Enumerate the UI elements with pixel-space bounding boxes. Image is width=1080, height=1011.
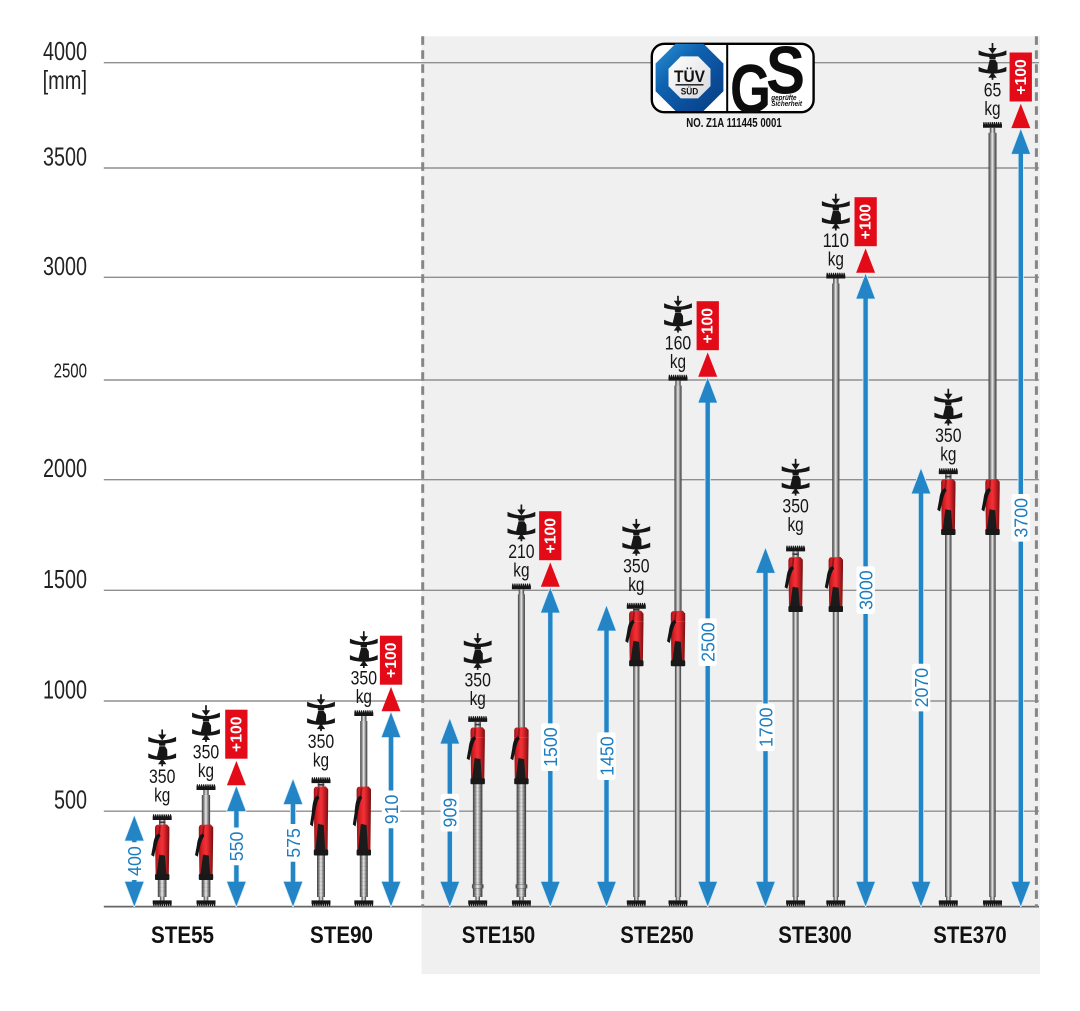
- svg-text:kg: kg: [828, 249, 844, 271]
- svg-text:65: 65: [984, 80, 1002, 102]
- svg-text:kg: kg: [313, 749, 329, 771]
- svg-text:+100: +100: [228, 716, 245, 752]
- svg-text:kg: kg: [670, 351, 686, 373]
- svg-text:575: 575: [283, 828, 304, 858]
- svg-text:350: 350: [465, 670, 492, 692]
- svg-text:350: 350: [351, 668, 378, 690]
- svg-text:3500: 3500: [43, 142, 87, 172]
- svg-text:STE90: STE90: [310, 922, 373, 949]
- svg-text:S: S: [766, 33, 805, 109]
- svg-text:1450: 1450: [596, 736, 617, 776]
- svg-text:STE300: STE300: [778, 922, 852, 949]
- svg-text:350: 350: [308, 731, 335, 753]
- svg-text:Sicherheit: Sicherheit: [771, 101, 802, 108]
- svg-text:350: 350: [782, 495, 809, 517]
- svg-text:kg: kg: [513, 560, 529, 582]
- svg-text:G: G: [730, 51, 771, 128]
- svg-text:kg: kg: [198, 760, 214, 782]
- svg-text:SÜD: SÜD: [681, 87, 699, 98]
- svg-text:550: 550: [226, 832, 247, 862]
- svg-text:2070: 2070: [911, 668, 932, 708]
- svg-text:kg: kg: [628, 574, 644, 596]
- svg-text:350: 350: [149, 766, 176, 788]
- svg-text:210: 210: [508, 541, 535, 563]
- svg-text:kg: kg: [984, 98, 1000, 120]
- svg-text:1700: 1700: [755, 708, 776, 748]
- svg-text:kg: kg: [940, 444, 956, 466]
- svg-text:NO. Z1A 111445 0001: NO. Z1A 111445 0001: [686, 115, 782, 130]
- svg-text:STE250: STE250: [620, 922, 694, 949]
- svg-text:2500: 2500: [54, 361, 87, 383]
- svg-text:kg: kg: [470, 688, 486, 710]
- svg-text:1500: 1500: [43, 564, 87, 594]
- svg-text:kg: kg: [356, 686, 372, 708]
- svg-text:500: 500: [54, 785, 87, 815]
- svg-text:+100: +100: [1013, 59, 1030, 95]
- svg-text:350: 350: [935, 425, 962, 447]
- svg-text:2500: 2500: [698, 622, 719, 662]
- svg-text:STE370: STE370: [933, 922, 1007, 949]
- svg-text:910: 910: [381, 795, 402, 825]
- svg-text:3000: 3000: [43, 251, 87, 281]
- svg-text:TÜV: TÜV: [674, 67, 705, 86]
- svg-text:160: 160: [665, 332, 692, 354]
- svg-text:+100: +100: [858, 204, 875, 240]
- svg-text:geprüfte: geprüfte: [770, 95, 796, 102]
- svg-text:STE55: STE55: [151, 922, 214, 949]
- svg-text:400: 400: [124, 846, 145, 876]
- svg-text:STE150: STE150: [462, 922, 536, 949]
- svg-text:110: 110: [823, 230, 850, 252]
- svg-text:2000: 2000: [43, 453, 87, 483]
- svg-text:3000: 3000: [855, 570, 876, 610]
- svg-text:4000: 4000: [43, 36, 87, 66]
- svg-text:kg: kg: [154, 785, 170, 807]
- svg-text:+100: +100: [383, 642, 400, 678]
- svg-text:1000: 1000: [43, 675, 87, 705]
- svg-text:350: 350: [623, 555, 650, 577]
- svg-text:909: 909: [440, 798, 461, 828]
- svg-text:kg: kg: [788, 514, 804, 536]
- svg-text:+100: +100: [700, 308, 717, 344]
- svg-text:350: 350: [193, 742, 220, 764]
- svg-text:[mm]: [mm]: [43, 65, 87, 95]
- svg-text:3700: 3700: [1011, 498, 1032, 538]
- svg-text:1500: 1500: [540, 727, 561, 767]
- svg-text:+100: +100: [542, 518, 559, 554]
